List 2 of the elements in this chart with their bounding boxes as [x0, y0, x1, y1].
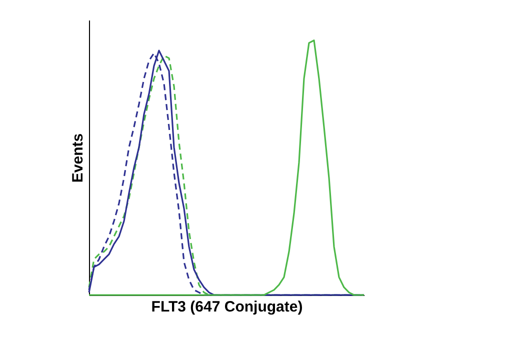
x-axis-title: FLT3 (647 Conjugate) [151, 298, 303, 316]
y-axis-title: Events [70, 133, 86, 183]
